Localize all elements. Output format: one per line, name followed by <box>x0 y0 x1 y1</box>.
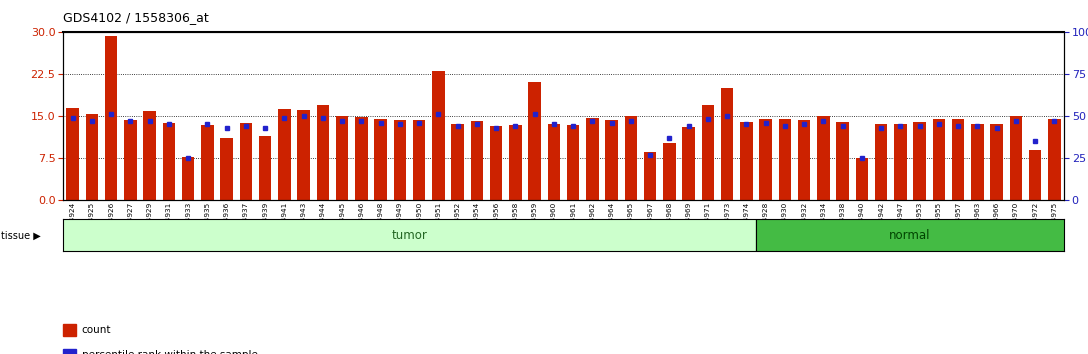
Bar <box>355 117 368 200</box>
Bar <box>432 71 445 200</box>
Bar <box>990 124 1003 200</box>
Bar <box>952 119 964 200</box>
Bar <box>529 82 541 200</box>
Bar <box>779 119 791 200</box>
Bar <box>759 119 772 200</box>
Bar <box>374 119 387 200</box>
Bar <box>817 116 830 200</box>
Bar <box>664 143 676 200</box>
Bar <box>317 105 330 200</box>
Bar <box>144 112 156 200</box>
Bar <box>239 123 252 200</box>
Bar <box>1029 149 1041 200</box>
Bar <box>471 121 483 200</box>
Bar <box>972 124 984 200</box>
Bar <box>1048 119 1061 200</box>
Bar <box>547 124 560 200</box>
Bar <box>104 36 118 200</box>
Bar <box>509 125 522 200</box>
Bar <box>932 119 945 200</box>
Bar <box>182 157 195 200</box>
Text: GDS4102 / 1558306_at: GDS4102 / 1558306_at <box>63 11 209 24</box>
Bar <box>644 152 656 200</box>
Bar <box>798 120 811 200</box>
Text: count: count <box>82 325 111 335</box>
Bar <box>605 120 618 200</box>
Bar <box>124 120 137 200</box>
Bar <box>567 125 580 200</box>
Bar <box>452 124 463 200</box>
Text: tissue ▶: tissue ▶ <box>1 230 41 240</box>
Bar <box>875 124 888 200</box>
Bar <box>740 121 753 200</box>
Bar <box>625 116 638 200</box>
Bar <box>413 120 425 200</box>
Bar <box>1010 116 1023 200</box>
Bar <box>682 127 695 200</box>
Bar <box>336 116 348 200</box>
Text: percentile rank within the sample: percentile rank within the sample <box>82 350 258 354</box>
Bar <box>297 110 310 200</box>
Bar <box>914 121 926 200</box>
Bar <box>279 109 290 200</box>
Bar <box>259 136 272 200</box>
Bar <box>66 108 79 200</box>
Bar <box>63 219 756 251</box>
Bar <box>86 114 98 200</box>
Bar <box>721 88 733 200</box>
Bar <box>702 105 714 200</box>
Bar <box>201 125 213 200</box>
Bar <box>490 126 503 200</box>
Bar <box>756 219 1064 251</box>
Bar <box>837 121 849 200</box>
Bar <box>586 118 598 200</box>
Text: tumor: tumor <box>392 229 428 242</box>
Text: normal: normal <box>889 229 931 242</box>
Bar <box>855 158 868 200</box>
Bar <box>221 138 233 200</box>
Bar <box>163 123 175 200</box>
Bar <box>394 120 406 200</box>
Bar <box>894 124 906 200</box>
